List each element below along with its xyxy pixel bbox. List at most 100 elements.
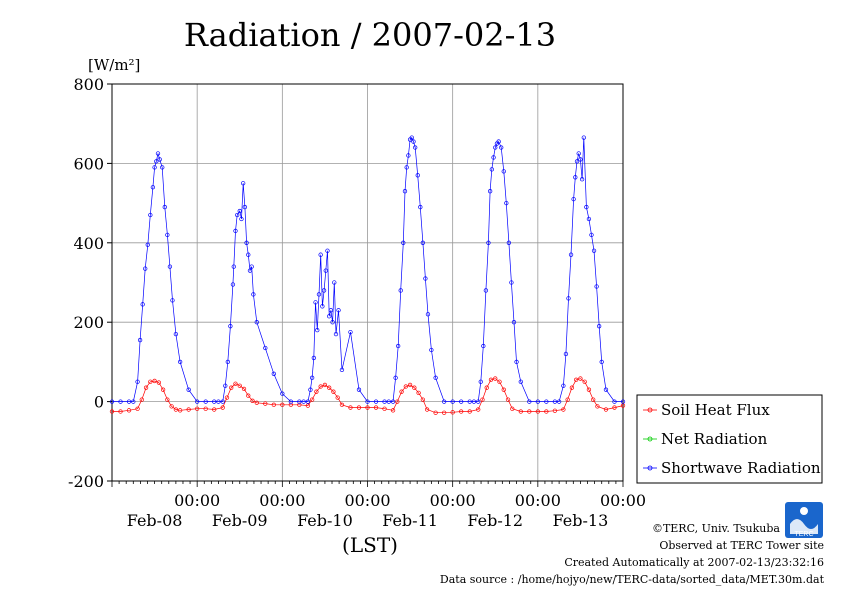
data-point	[330, 320, 335, 325]
data-point	[336, 308, 341, 313]
data-point	[584, 204, 589, 210]
data-point	[186, 387, 191, 392]
data-point	[239, 216, 244, 222]
y-tick-label: 0	[94, 393, 104, 412]
data-point	[318, 384, 323, 389]
data-point	[501, 169, 506, 174]
data-point	[591, 397, 596, 402]
data-point	[271, 402, 276, 407]
data-point	[579, 177, 585, 182]
data-point	[177, 359, 183, 365]
chart-title: Radiation / 2007-02-13	[184, 16, 556, 54]
x-tick-date: Feb-08	[127, 511, 183, 530]
data-point	[322, 382, 328, 388]
data-point	[386, 399, 391, 404]
created-text: Created Automatically at 2007-02-13/23:3…	[564, 556, 824, 569]
data-point	[581, 135, 586, 140]
data-point	[203, 399, 208, 404]
data-point	[416, 390, 421, 396]
data-point	[395, 399, 400, 404]
data-point	[420, 397, 426, 402]
data-point	[480, 397, 485, 402]
x-tick-time: 00:00	[600, 491, 646, 510]
data-point	[311, 355, 316, 361]
data-point	[552, 399, 558, 404]
data-point	[288, 399, 294, 404]
data-point	[467, 399, 472, 404]
y-tick-label: 400	[73, 234, 104, 253]
data-point	[228, 324, 233, 329]
data-point	[229, 385, 234, 390]
data-point	[390, 399, 396, 404]
data-point	[280, 391, 285, 396]
data-point	[497, 379, 502, 384]
data-point	[401, 240, 406, 245]
data-point	[263, 401, 268, 406]
data-point	[407, 382, 413, 388]
data-point	[476, 399, 481, 404]
data-point	[442, 410, 447, 415]
y-axis: -200 0 200 400 600 800	[68, 75, 112, 491]
data-point	[429, 347, 434, 353]
data-point	[233, 228, 238, 234]
series-shortwave-radiation	[109, 135, 626, 404]
data-point	[571, 196, 576, 202]
data-point	[527, 409, 532, 414]
data-point	[244, 240, 249, 245]
data-point	[195, 406, 200, 411]
data-point	[309, 397, 315, 402]
observed-text: Observed at TERC Tower site	[659, 539, 824, 552]
data-point	[118, 409, 123, 414]
x-tick-time: 00:00	[259, 491, 305, 510]
data-point	[160, 387, 166, 392]
x-tick-time: 00:00	[515, 491, 561, 510]
data-point	[413, 145, 418, 150]
data-point	[425, 312, 431, 317]
data-point	[156, 380, 161, 385]
data-point	[224, 395, 230, 400]
data-point	[325, 248, 330, 253]
series-soil-heat-flux	[109, 376, 626, 415]
data-point	[565, 397, 570, 402]
data-point	[459, 399, 464, 404]
data-point	[170, 298, 175, 303]
data-point	[348, 405, 353, 410]
data-point	[263, 345, 268, 351]
data-point	[154, 159, 159, 164]
data-point	[599, 359, 604, 365]
data-point	[396, 343, 401, 349]
data-point	[450, 410, 455, 415]
data-point	[320, 304, 325, 309]
data-point	[620, 403, 626, 408]
data-point	[399, 389, 404, 394]
data-point	[327, 314, 332, 319]
data-point	[216, 399, 221, 404]
data-point	[518, 409, 523, 414]
data-point	[415, 173, 420, 178]
data-point	[491, 155, 496, 160]
series-line	[112, 136, 623, 402]
data-point	[305, 399, 311, 404]
data-point	[586, 387, 592, 392]
data-point	[365, 399, 370, 404]
data-point	[612, 405, 617, 410]
data-point	[411, 139, 416, 144]
data-point	[339, 402, 345, 407]
data-point	[544, 409, 549, 414]
data-point	[220, 405, 225, 410]
data-point	[271, 371, 276, 376]
data-point	[506, 240, 512, 245]
data-point	[135, 406, 140, 411]
data-point	[589, 232, 594, 238]
data-point	[165, 232, 170, 238]
data-point	[373, 399, 379, 404]
data-point	[402, 189, 408, 194]
data-point	[574, 159, 580, 164]
data-point	[373, 405, 379, 410]
data-point	[527, 399, 532, 404]
data-point	[603, 407, 609, 412]
data-point	[535, 399, 540, 404]
data-point	[467, 409, 472, 414]
data-point	[578, 376, 583, 381]
data-point	[505, 397, 511, 402]
